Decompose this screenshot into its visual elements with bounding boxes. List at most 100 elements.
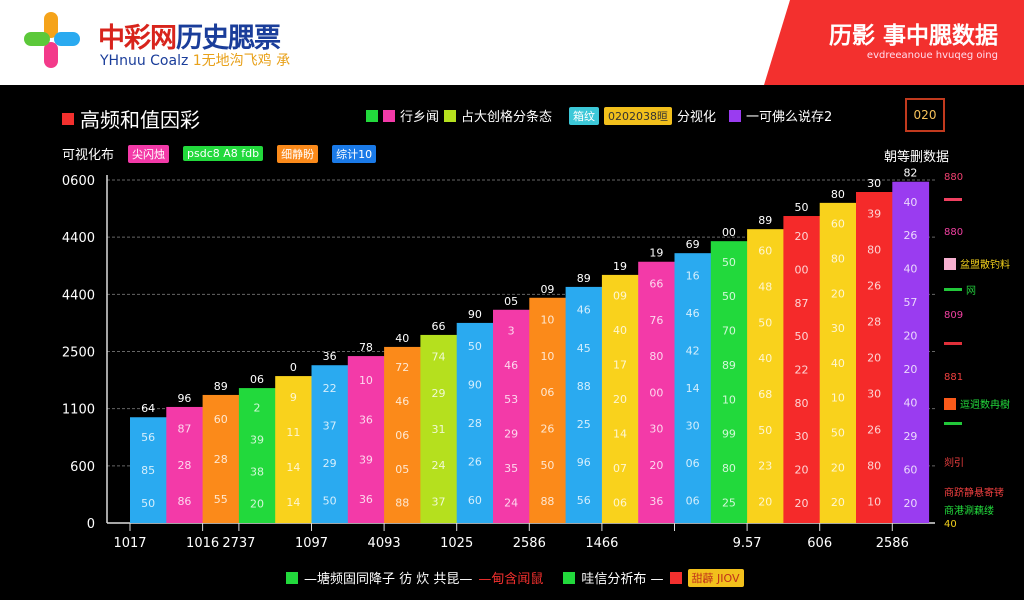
right-legend-item xyxy=(944,422,962,425)
bar-inner-label: 06 xyxy=(686,495,700,508)
bar xyxy=(710,241,748,523)
subtitle-a: YHnuu Coalz xyxy=(100,53,189,69)
x-tick-label: 2586 xyxy=(876,536,909,551)
bar-inner-label: 30 xyxy=(795,430,809,443)
bar-top-label: 82 xyxy=(903,167,917,180)
bar-inner-label: 50 xyxy=(141,497,155,510)
dash-swatch xyxy=(944,342,962,345)
legend-swatch xyxy=(944,397,956,410)
right-legend-label: 网 xyxy=(966,286,976,297)
bar-inner-label: 20 xyxy=(795,464,809,477)
bar-inner-label: 14 xyxy=(286,496,300,509)
bar-inner-label: 28 xyxy=(214,453,228,466)
bar xyxy=(347,356,385,523)
right-legend-label: 881 xyxy=(944,372,964,383)
secondary-legend: 可视化布 尖闪烛 psdc8 A8 fdb 细静盼 综计10 xyxy=(62,144,377,163)
x-tick-label: 2737 xyxy=(222,536,255,551)
logo-icon xyxy=(24,12,80,68)
bar-top-label: 00 xyxy=(722,226,736,239)
bar-inner-label: 24 xyxy=(504,496,518,509)
dash-swatch xyxy=(944,288,962,291)
bar xyxy=(166,406,204,523)
bar xyxy=(856,192,893,523)
bar xyxy=(638,261,675,523)
bar-inner-label: 46 xyxy=(395,395,409,408)
bar-top-label: 50 xyxy=(795,201,809,214)
red-banner xyxy=(764,0,1024,85)
bar-inner-label: 06 xyxy=(540,386,554,399)
title-square-icon xyxy=(62,112,74,125)
bar-inner-label: 36 xyxy=(649,495,663,508)
badge: psdc8 A8 fdb xyxy=(183,146,264,161)
bar-inner-label: 14 xyxy=(686,382,700,395)
bar-top-label: 36 xyxy=(323,350,337,363)
bar-inner-label: 26 xyxy=(540,423,554,436)
bar-inner-label: 46 xyxy=(577,304,591,317)
legend-label: 分视化 xyxy=(677,110,717,125)
bar-inner-label: 28 xyxy=(177,459,191,472)
right-legend-item: 880 xyxy=(944,172,963,183)
bar xyxy=(456,322,494,523)
banner-subtitle: evdreeanoue hvuqeg oing xyxy=(866,50,998,61)
bar-inner-label: 85 xyxy=(141,464,155,477)
legend-label: 哇信分祈布 — xyxy=(581,572,664,587)
bar-inner-label: 39 xyxy=(867,208,881,221)
bar-inner-label: 35 xyxy=(504,462,518,475)
legend-badge: 甜薜 JIOV xyxy=(687,568,744,587)
calendar-icon[interactable]: 020 xyxy=(905,98,945,132)
y-tick-label: 600 xyxy=(70,460,95,475)
bar-inner-label: 50 xyxy=(722,256,736,269)
bar-inner-label: 53 xyxy=(504,393,518,406)
bar-inner-label: 87 xyxy=(177,423,191,436)
bar-inner-label: 10 xyxy=(831,392,845,405)
right-legend-item: 盆盟散钓料 xyxy=(944,256,1010,271)
right-legend-label: 商跻静悬寄铐 xyxy=(944,488,1004,499)
bar xyxy=(202,394,240,523)
bar-inner-label: 60 xyxy=(468,494,482,507)
bar-inner-label: 40 xyxy=(831,357,845,370)
bar-inner-label: 50 xyxy=(758,424,772,437)
bar-inner-label: 60 xyxy=(831,218,845,231)
subtitle-b: 1无地沟飞鸡 承 xyxy=(192,53,291,69)
bar-inner-label: 40 xyxy=(903,196,917,209)
legend-label: —甸含闻鼠 xyxy=(478,572,544,587)
bar-inner-label: 42 xyxy=(686,345,700,358)
y-tick-label: 0 xyxy=(87,517,95,532)
bar-inner-label: 20 xyxy=(903,363,917,376)
y-tick-label: 2500 xyxy=(62,346,95,361)
bar xyxy=(275,376,312,523)
bar-inner-label: 10 xyxy=(540,350,554,363)
bar xyxy=(311,365,349,523)
bar-inner-label: 20 xyxy=(758,495,772,508)
bar-inner-label: 31 xyxy=(432,423,446,436)
bar-inner-label: 09 xyxy=(613,290,627,303)
bar xyxy=(493,309,530,523)
bar-inner-label: 50 xyxy=(758,316,772,329)
bar-inner-label: 40 xyxy=(613,324,627,337)
bar-inner-label: 20 xyxy=(831,496,845,509)
bar-top-label: 89 xyxy=(758,214,772,227)
bar-inner-label: 50 xyxy=(722,290,736,303)
bar-inner-label: 74 xyxy=(432,351,446,364)
bar-inner-label: 37 xyxy=(432,495,446,508)
legend-label: —塘频固同降子 彷 炊 共昆— xyxy=(304,572,473,587)
bar-inner-label: 20 xyxy=(649,459,663,472)
y-tick-label: 0600 xyxy=(62,174,95,189)
bar-inner-label: 37 xyxy=(323,419,337,432)
bar-top-label: 69 xyxy=(686,238,700,251)
bar-inner-label: 26 xyxy=(867,280,881,293)
bar-inner-label: 29 xyxy=(903,430,917,443)
bar-inner-label: 39 xyxy=(250,433,264,446)
legend-swatch xyxy=(669,571,682,584)
bar xyxy=(130,417,167,523)
bar-inner-label: 28 xyxy=(867,316,881,329)
bar-inner-label: 90 xyxy=(468,378,482,391)
bar-inner-label: 72 xyxy=(395,361,409,374)
badge: 综计10 xyxy=(332,144,377,163)
right-legend-label: 880 xyxy=(944,172,964,183)
bar-inner-label: 25 xyxy=(722,496,736,509)
legend-swatch xyxy=(729,109,742,122)
x-tick-label: 1466 xyxy=(585,536,618,551)
bar-inner-label: 46 xyxy=(504,359,518,372)
right-legend-item: 商港涮藕缕 xyxy=(944,502,994,517)
